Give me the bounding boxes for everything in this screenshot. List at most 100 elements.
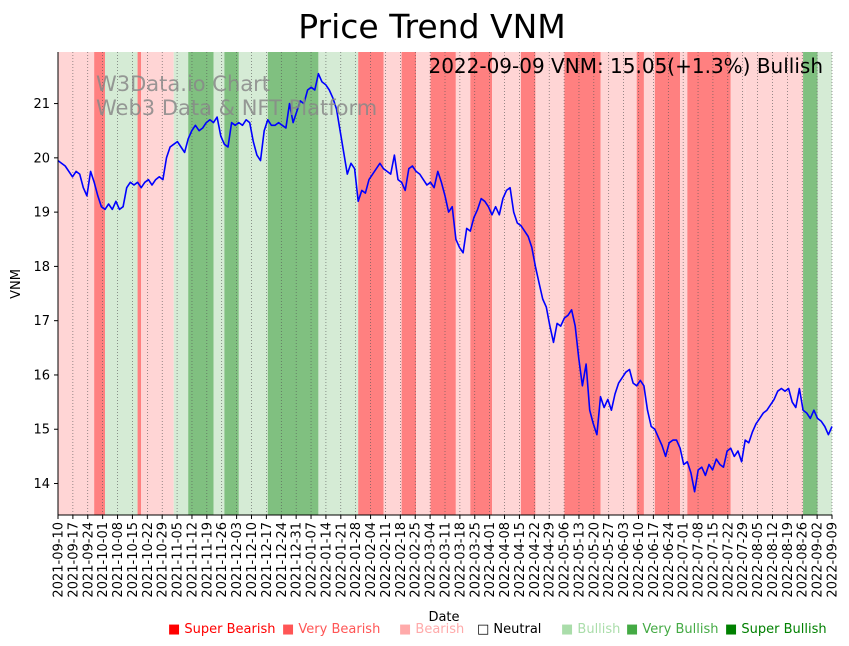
latest-price-annotation: 2022-09-09 VNM: 15.05(+1.3%) Bullish	[428, 54, 823, 78]
x-tick-label: 2022-04-15	[513, 522, 528, 598]
band-very-bearish	[654, 52, 681, 515]
x-tick-label: 2022-04-29	[543, 522, 558, 598]
x-tick-label: 2022-08-12	[766, 522, 781, 598]
legend-item-super-bullish: ■ Super Bullish	[725, 622, 827, 637]
band-very-bearish	[137, 52, 142, 515]
y-tick-label: 18	[33, 260, 50, 275]
x-tick-label: 2021-12-17	[260, 522, 275, 598]
band-bullish	[238, 52, 268, 515]
price-line-layer	[57, 72, 833, 493]
band-very-bearish	[94, 52, 106, 515]
x-tick-label: 2022-02-04	[364, 522, 379, 598]
band-bullish	[213, 52, 225, 515]
x-tick-label: 2021-10-29	[156, 522, 171, 598]
y-tick-label: 21	[33, 97, 50, 112]
x-tick-label: 2022-07-08	[692, 522, 707, 598]
x-tick-label: 2022-01-14	[319, 522, 334, 598]
x-tick-label: 2022-03-04	[424, 522, 439, 598]
x-tick-label: 2022-05-27	[602, 522, 617, 598]
y-tick-label: 16	[33, 368, 50, 383]
band-bearish	[680, 52, 688, 515]
band-bullish	[817, 52, 832, 515]
band-bearish	[455, 52, 471, 515]
band-bearish	[730, 52, 746, 515]
band-very-bearish	[401, 52, 417, 515]
band-bullish	[318, 52, 359, 515]
watermark: W3Data.io Chart Web3 Data & NFT Platform	[96, 72, 377, 120]
chart-title: Price Trend VNM	[298, 7, 566, 46]
x-tick-label: 2021-09-10	[52, 522, 67, 598]
x-tick-label: 2022-03-11	[439, 522, 454, 598]
price-line-vnm	[57, 72, 833, 493]
x-tick-label: 2022-06-17	[647, 522, 662, 598]
x-tick-label: 2022-05-13	[572, 522, 587, 598]
x-tick-label: 2021-11-19	[200, 522, 215, 598]
band-very-bullish	[267, 52, 319, 515]
band-bearish	[745, 52, 804, 515]
x-tick-label: 2022-03-18	[453, 522, 468, 598]
band-very-bearish	[564, 52, 601, 515]
x-tick-label: 2021-12-10	[245, 522, 260, 598]
x-tick-label: 2022-06-10	[632, 522, 647, 598]
x-tick-label: 2022-02-11	[379, 522, 394, 598]
x-tick-label: 2021-09-17	[66, 522, 81, 598]
band-bearish	[643, 52, 655, 515]
x-tick-label: 2022-06-03	[617, 522, 632, 598]
x-tick-label: 2022-07-22	[721, 522, 736, 598]
x-tick-label: 2021-11-05	[171, 522, 186, 598]
x-tick-label: 2022-05-20	[587, 522, 602, 598]
x-tick-label: 2022-06-24	[662, 522, 677, 598]
y-tick-label: 17	[33, 314, 50, 329]
x-tick-label: 2022-07-15	[706, 522, 721, 598]
x-tick-label: 2022-08-26	[796, 522, 811, 598]
legend-item-bullish: ■ Bullish	[561, 622, 620, 637]
y-tick-label: 19	[33, 206, 50, 221]
band-bearish	[58, 52, 95, 515]
band-very-bearish	[687, 52, 731, 515]
legend-item-super-bearish: ■ Super Bearish	[168, 622, 276, 637]
x-tick-label: 2021-11-12	[185, 522, 200, 598]
band-very-bullish	[224, 52, 239, 515]
legend-item-very-bullish: ■ Very Bullish	[626, 622, 718, 637]
band-bearish	[535, 52, 565, 515]
band-very-bearish	[430, 52, 456, 515]
x-tick-label: 2022-08-05	[751, 522, 766, 598]
x-tick-label: 2021-12-03	[230, 522, 245, 598]
x-tick-label: 2021-10-15	[126, 522, 141, 598]
legend-item-very-bearish: ■ Very Bearish	[282, 622, 380, 637]
y-axis-label: VNM	[9, 269, 24, 299]
band-bearish	[600, 52, 637, 515]
x-tick-label: 2022-02-25	[409, 522, 424, 598]
x-tick-label: 2022-07-01	[677, 522, 692, 598]
band-bearish	[416, 52, 431, 515]
y-tick-label: 20	[33, 151, 50, 166]
x-tick-label: 2022-09-02	[811, 522, 826, 598]
band-bearish	[492, 52, 521, 515]
x-tick-label: 2021-10-08	[111, 522, 126, 598]
band-very-bearish	[520, 52, 536, 515]
band-very-bullish	[803, 52, 818, 515]
x-tick-label: 2022-09-09	[826, 522, 841, 598]
x-tick-label: 2022-04-01	[483, 522, 498, 598]
x-tick-label: 2021-12-31	[290, 522, 305, 598]
x-tick-label: 2022-07-29	[736, 522, 751, 598]
legend-item-neutral: □ Neutral	[477, 622, 541, 637]
x-tick-label: 2021-12-24	[275, 522, 290, 598]
x-tick-label: 2022-01-28	[349, 522, 364, 598]
x-tick-label: 2022-08-19	[781, 522, 796, 598]
legend: ■ Super Bearish ■ Very Bearish ■ Bearish □ …	[168, 622, 827, 637]
band-bearish	[383, 52, 402, 515]
legend-item-bearish: ■ Bearish	[399, 622, 464, 637]
watermark-line-1: W3Data.io Chart	[96, 72, 270, 96]
x-tick-label: 2022-01-07	[305, 522, 320, 598]
x-tick-label: 2022-04-22	[528, 522, 543, 598]
x-tick-label: 2021-09-24	[81, 522, 96, 598]
band-very-bearish	[636, 52, 644, 515]
x-tick-label: 2021-10-22	[141, 522, 156, 598]
y-tick-label: 15	[33, 423, 50, 438]
x-tick-label: 2021-11-26	[215, 522, 230, 598]
y-tick-label: 14	[33, 477, 50, 492]
x-tick-label: 2022-02-18	[394, 522, 409, 598]
